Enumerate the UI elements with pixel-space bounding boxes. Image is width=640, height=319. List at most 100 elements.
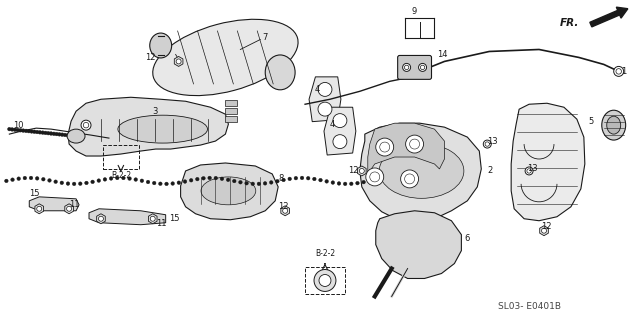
Circle shape [52, 132, 56, 136]
Ellipse shape [118, 115, 207, 143]
Circle shape [220, 177, 224, 181]
Polygon shape [309, 77, 341, 122]
Circle shape [300, 176, 304, 180]
Circle shape [72, 134, 75, 137]
Circle shape [36, 206, 42, 211]
Circle shape [307, 176, 310, 180]
Circle shape [177, 181, 180, 184]
Circle shape [67, 206, 72, 211]
Circle shape [314, 270, 336, 292]
Bar [305, 267, 345, 294]
Circle shape [44, 131, 47, 135]
Circle shape [202, 176, 205, 180]
Text: B-2-2: B-2-2 [315, 249, 335, 258]
Circle shape [288, 177, 291, 181]
Circle shape [54, 180, 58, 183]
Circle shape [84, 181, 88, 185]
Circle shape [283, 208, 287, 213]
Text: 11: 11 [69, 200, 79, 209]
Circle shape [616, 69, 621, 74]
Text: 14: 14 [438, 50, 448, 59]
Ellipse shape [380, 144, 464, 198]
Ellipse shape [607, 116, 621, 134]
Polygon shape [29, 197, 79, 211]
Circle shape [485, 142, 490, 146]
Circle shape [368, 179, 372, 183]
Circle shape [263, 182, 267, 185]
Circle shape [83, 122, 89, 128]
Text: 6: 6 [465, 234, 470, 243]
Circle shape [319, 178, 323, 182]
Polygon shape [148, 214, 157, 224]
Circle shape [410, 139, 420, 149]
Circle shape [362, 180, 365, 184]
Circle shape [525, 167, 533, 175]
Circle shape [239, 181, 242, 184]
Circle shape [171, 182, 175, 185]
Circle shape [63, 133, 67, 137]
Polygon shape [540, 226, 548, 236]
Text: 1: 1 [621, 67, 626, 76]
Circle shape [312, 177, 316, 181]
Polygon shape [65, 204, 74, 214]
Text: 12: 12 [541, 222, 552, 231]
Circle shape [8, 127, 11, 131]
Circle shape [22, 129, 25, 132]
Ellipse shape [150, 33, 172, 58]
Text: 9: 9 [412, 7, 417, 16]
Circle shape [35, 130, 39, 134]
Polygon shape [180, 163, 278, 220]
Circle shape [99, 216, 104, 221]
Polygon shape [174, 56, 183, 66]
Circle shape [349, 182, 353, 186]
Circle shape [4, 179, 8, 183]
Circle shape [140, 179, 143, 182]
Text: 11: 11 [156, 219, 166, 228]
Circle shape [401, 170, 419, 188]
Text: 15: 15 [29, 189, 40, 198]
Ellipse shape [602, 110, 626, 140]
Circle shape [122, 176, 125, 180]
Circle shape [419, 63, 426, 71]
Circle shape [183, 180, 187, 183]
Circle shape [227, 178, 230, 182]
Circle shape [41, 131, 45, 134]
Circle shape [38, 130, 42, 134]
Polygon shape [376, 211, 461, 278]
Circle shape [214, 176, 218, 180]
Circle shape [208, 176, 211, 180]
Circle shape [376, 138, 394, 156]
Circle shape [11, 178, 14, 182]
Circle shape [72, 182, 76, 186]
Circle shape [251, 182, 255, 186]
Polygon shape [68, 97, 228, 156]
Circle shape [150, 216, 156, 221]
Text: 2: 2 [487, 167, 493, 175]
Text: 13: 13 [487, 137, 498, 145]
Circle shape [66, 182, 70, 185]
Ellipse shape [153, 19, 298, 96]
Circle shape [19, 129, 22, 132]
Text: 5: 5 [589, 117, 594, 126]
Circle shape [66, 133, 70, 137]
Polygon shape [511, 103, 585, 221]
Circle shape [115, 176, 119, 180]
Circle shape [164, 182, 168, 186]
Circle shape [370, 172, 380, 182]
Circle shape [81, 120, 91, 130]
Circle shape [91, 180, 94, 184]
Circle shape [33, 130, 36, 134]
Polygon shape [358, 166, 366, 176]
Circle shape [189, 179, 193, 182]
Circle shape [60, 181, 63, 185]
Bar [225, 108, 237, 114]
Circle shape [366, 168, 384, 186]
Text: FR.: FR. [559, 18, 579, 28]
Text: 10: 10 [13, 121, 24, 130]
Ellipse shape [265, 55, 295, 90]
Text: 4: 4 [330, 120, 335, 129]
Circle shape [257, 182, 260, 186]
FancyBboxPatch shape [397, 56, 431, 79]
Circle shape [380, 142, 390, 152]
Circle shape [13, 128, 17, 131]
